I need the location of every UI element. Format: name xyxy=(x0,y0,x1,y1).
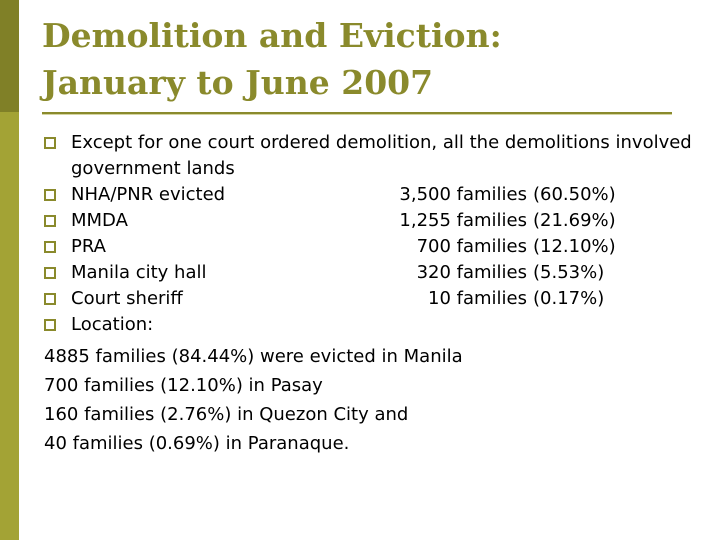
location-label: Location: xyxy=(71,314,154,335)
bullet-evictor-court-sheriff: Court sheriff 10 families (0.17%) xyxy=(44,286,704,312)
hollow-square-bullet-icon xyxy=(44,267,56,279)
evictor-label: NHA/PNR evicted xyxy=(71,184,226,205)
slide-title-line-1: Demolition and Eviction: xyxy=(42,16,502,55)
hollow-square-bullet-icon xyxy=(44,293,56,305)
bullet-intro: Except for one court ordered demolition,… xyxy=(44,130,704,182)
hollow-square-bullet-icon xyxy=(44,189,56,201)
bullet-evictor-nha-pnr: NHA/PNR evicted 3,500 families (60.50%) xyxy=(44,182,704,208)
evictor-label: Manila city hall xyxy=(71,262,207,283)
sidebar-accent-bar xyxy=(0,0,19,540)
evictor-label: MMDA xyxy=(71,210,128,231)
evictor-percent: (21.69%) xyxy=(533,210,616,231)
bullet-evictor-pra: PRA 700 families (12.10%) xyxy=(44,234,704,260)
title-divider xyxy=(42,112,672,114)
evictor-percent: (12.10%) xyxy=(533,236,616,257)
sidebar-accent-top xyxy=(0,0,19,112)
bullet-evictor-manila-city-hall: Manila city hall 320 families (5.53%) xyxy=(44,260,704,286)
bullet-location: Location: xyxy=(44,312,704,338)
evictor-families: 3,500 families xyxy=(399,184,527,205)
location-line-quezon-city: 160 families (2.76%) in Quezon City and xyxy=(44,404,409,425)
evictor-families: 320 families xyxy=(416,262,527,283)
evictor-percent: (5.53%) xyxy=(533,262,605,283)
bullet-evictor-mmda: MMDA 1,255 families (21.69%) xyxy=(44,208,704,234)
evictor-families: 10 families xyxy=(428,288,527,309)
evictor-percent: (0.17%) xyxy=(533,288,605,309)
hollow-square-bullet-icon xyxy=(44,241,56,253)
slide-title-line-2: January to June 2007 xyxy=(42,63,434,102)
slide-title: Demolition and Eviction: January to June… xyxy=(42,12,702,106)
hollow-square-bullet-icon xyxy=(44,319,56,331)
evictor-label: PRA xyxy=(71,236,106,257)
hollow-square-bullet-icon xyxy=(44,137,56,149)
title-divider-shadow xyxy=(42,114,672,115)
evictor-families: 1,255 families xyxy=(399,210,527,231)
bullet-intro-text: Except for one court ordered demolition,… xyxy=(71,132,692,179)
evictor-label: Court sheriff xyxy=(71,288,183,309)
evictor-families: 700 families xyxy=(416,236,527,257)
location-line-paranaque: 40 families (0.69%) in Paranaque. xyxy=(44,433,350,454)
evictor-percent: (60.50%) xyxy=(533,184,616,205)
location-line-manila: 4885 families (84.44%) were evicted in M… xyxy=(44,346,463,367)
hollow-square-bullet-icon xyxy=(44,215,56,227)
location-line-pasay: 700 families (12.10%) in Pasay xyxy=(44,375,323,396)
slide-body: Except for one court ordered demolition,… xyxy=(44,130,704,458)
